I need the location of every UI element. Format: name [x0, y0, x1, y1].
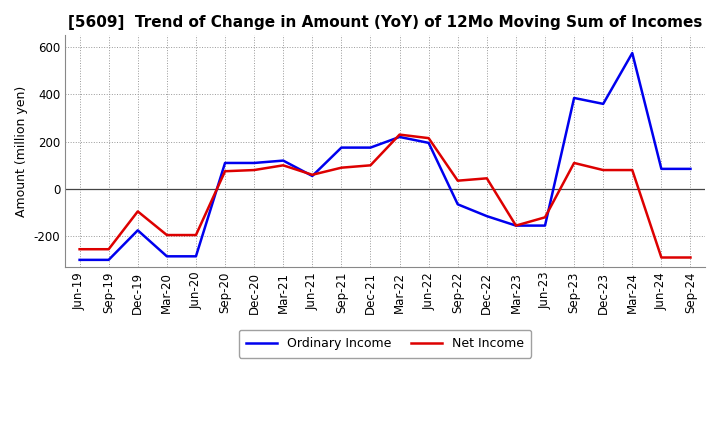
Net Income [192, 232, 200, 238]
Ordinary Income [192, 254, 200, 259]
Ordinary Income [454, 202, 462, 207]
Net Income [163, 232, 171, 238]
Ordinary Income [570, 95, 578, 101]
Ordinary Income [657, 166, 666, 172]
Net Income [337, 165, 346, 170]
Net Income [221, 169, 230, 174]
Ordinary Income [482, 213, 491, 219]
Ordinary Income [512, 223, 521, 228]
Net Income [395, 132, 404, 137]
Ordinary Income [76, 257, 84, 263]
Ordinary Income [628, 51, 636, 56]
Y-axis label: Amount (million yen): Amount (million yen) [15, 85, 28, 217]
Legend: Ordinary Income, Net Income: Ordinary Income, Net Income [239, 330, 531, 358]
Net Income [512, 223, 521, 228]
Net Income [686, 255, 695, 260]
Ordinary Income [424, 140, 433, 146]
Net Income [454, 178, 462, 183]
Net Income [250, 167, 258, 172]
Net Income [76, 246, 84, 252]
Ordinary Income [279, 158, 287, 163]
Ordinary Income [163, 254, 171, 259]
Ordinary Income [221, 160, 230, 165]
Net Income [570, 160, 578, 165]
Ordinary Income [541, 223, 549, 228]
Ordinary Income [395, 134, 404, 139]
Net Income [424, 136, 433, 141]
Net Income [366, 163, 375, 168]
Ordinary Income [686, 166, 695, 172]
Net Income [308, 172, 317, 177]
Ordinary Income [133, 227, 142, 233]
Net Income [482, 176, 491, 181]
Ordinary Income [366, 145, 375, 150]
Line: Net Income: Net Income [80, 135, 690, 257]
Net Income [279, 163, 287, 168]
Ordinary Income [308, 173, 317, 179]
Net Income [628, 167, 636, 172]
Ordinary Income [104, 257, 113, 263]
Net Income [599, 167, 608, 172]
Ordinary Income [599, 101, 608, 106]
Ordinary Income [250, 160, 258, 165]
Net Income [657, 255, 666, 260]
Net Income [133, 209, 142, 214]
Net Income [104, 246, 113, 252]
Ordinary Income [337, 145, 346, 150]
Title: [5609]  Trend of Change in Amount (YoY) of 12Mo Moving Sum of Incomes: [5609] Trend of Change in Amount (YoY) o… [68, 15, 702, 30]
Line: Ordinary Income: Ordinary Income [80, 53, 690, 260]
Net Income [541, 215, 549, 220]
